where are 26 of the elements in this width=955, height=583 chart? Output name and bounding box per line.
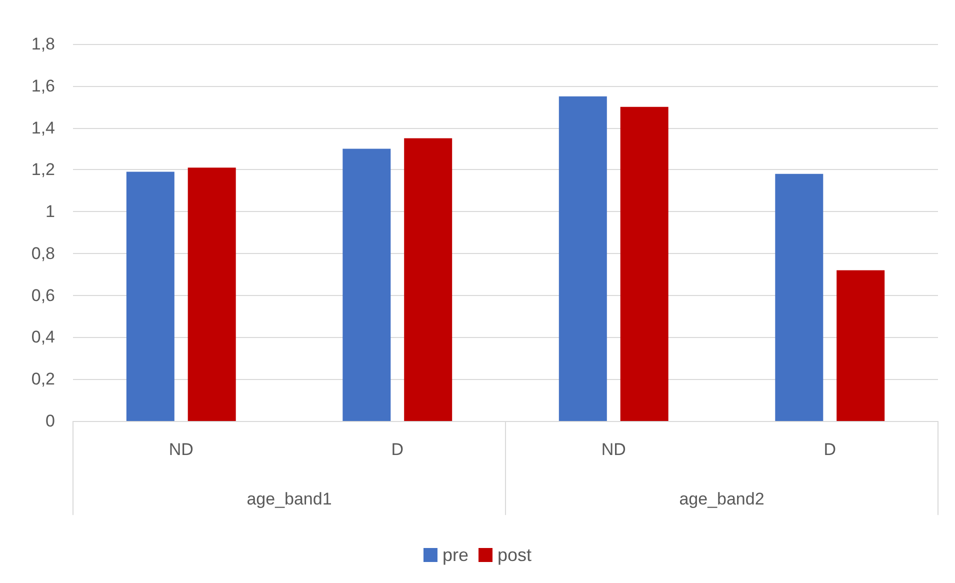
y-tick-label: 0,2 — [31, 370, 55, 389]
bar — [342, 148, 391, 421]
bar — [836, 270, 885, 421]
bar — [126, 172, 174, 421]
x-tick-label: ND — [601, 440, 626, 459]
bar — [775, 174, 824, 421]
text: age_band1 — [246, 490, 332, 508]
bar — [558, 96, 607, 421]
y-tick-label: 0,4 — [31, 328, 55, 347]
y-tick-label: 1,2 — [31, 160, 55, 180]
y-tick-label: 0,8 — [31, 244, 55, 263]
x-tick-label: ND — [168, 440, 194, 459]
y-tick-label: 0 — [46, 412, 55, 430]
text: age_band2 — [679, 490, 764, 508]
x-tick-label: D — [824, 440, 836, 459]
y-tick-label: 0,6 — [31, 286, 55, 305]
bar — [620, 106, 668, 421]
legend-label: post — [497, 545, 532, 565]
y-tick-label: 1,8 — [31, 34, 55, 54]
bar — [404, 138, 452, 421]
legend-label: pre — [442, 545, 468, 565]
bar — [188, 168, 236, 421]
x-tick-label: D — [391, 440, 404, 459]
y-tick-label: 1 — [46, 202, 55, 222]
y-tick-label: 1,6 — [31, 76, 55, 96]
y-tick-label: 1,4 — [31, 118, 55, 138]
